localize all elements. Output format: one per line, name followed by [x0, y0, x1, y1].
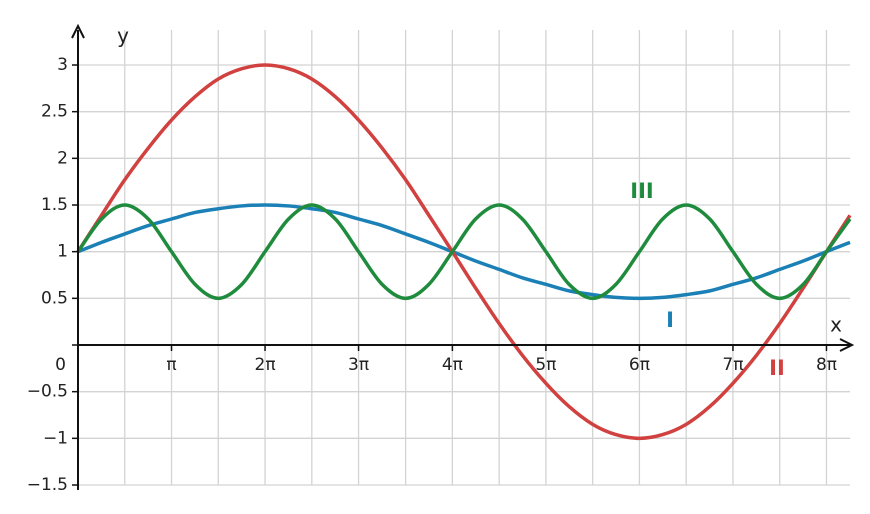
y-tick-label: −1.5: [27, 475, 68, 495]
y-tick-label: 2.5: [41, 102, 68, 122]
x-arrow: [839, 338, 855, 352]
y-axis-label: y: [117, 24, 129, 48]
y-tick-label: −0.5: [27, 382, 68, 402]
series-label: II: [769, 356, 785, 380]
y-tick-label: 1: [57, 242, 68, 262]
x-tick-label: 7π: [722, 355, 743, 375]
x-axis-label: x: [830, 313, 842, 337]
line: [77, 203, 851, 301]
series-label: I: [666, 308, 674, 332]
y-tick-label: 0.5: [41, 288, 68, 308]
x-tick-label: 8π: [816, 355, 837, 375]
y-tick-label: 3: [57, 55, 68, 75]
line: [76, 63, 852, 441]
y-tick-label: 0: [55, 355, 66, 375]
grid: [78, 30, 850, 486]
y-tick-label: −1: [43, 428, 68, 448]
x-tick-label: 2π: [255, 355, 276, 375]
x-tick-label: π: [166, 355, 176, 375]
x-tick-label: 5π: [535, 355, 556, 375]
series-label: III: [630, 179, 653, 203]
line: [76, 203, 852, 301]
plot: [76, 63, 852, 441]
x-tick-label: 6π: [629, 355, 650, 375]
x-tick-label: 4π: [442, 355, 463, 375]
y-tick-label: 2: [57, 148, 68, 168]
y-arrow: [71, 23, 85, 39]
y-tick-label: 1.5: [41, 195, 68, 215]
x-tick-label: 3π: [348, 355, 369, 375]
